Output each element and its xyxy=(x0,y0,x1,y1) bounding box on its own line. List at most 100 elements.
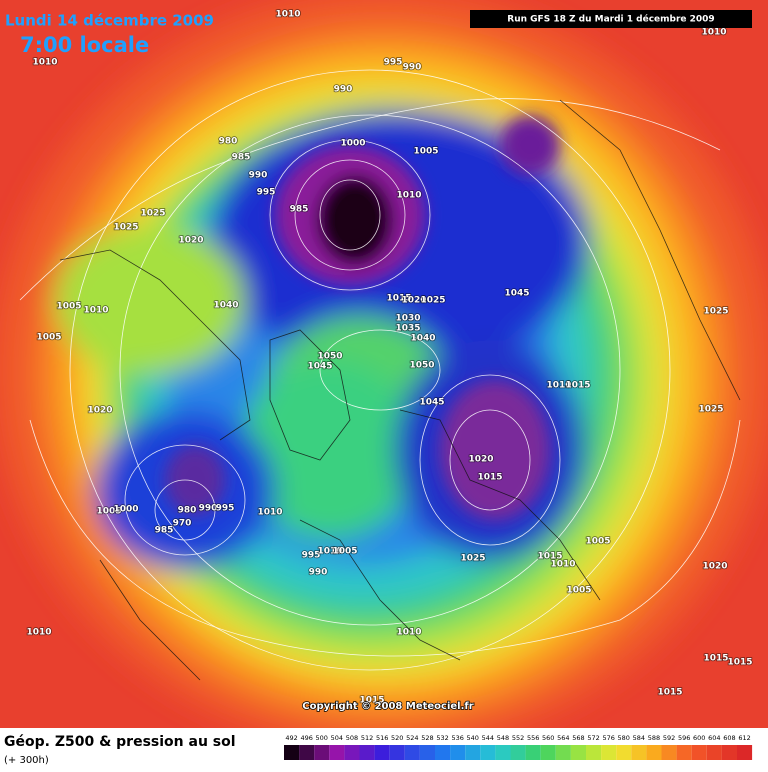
scale-swatch xyxy=(661,745,677,760)
z500-field xyxy=(0,0,768,750)
isobar-label: 1050 xyxy=(409,361,434,371)
scale-swatch xyxy=(570,745,586,760)
scale-label: 520 xyxy=(391,734,403,742)
scale-label: 532 xyxy=(436,734,448,742)
scale-swatch xyxy=(435,745,451,760)
scale-swatch xyxy=(706,745,722,760)
isobar-label: 1040 xyxy=(410,334,435,344)
isobar-label: 1010 xyxy=(257,508,282,518)
scale-label: 592 xyxy=(663,734,675,742)
scale-label: 504 xyxy=(331,734,343,742)
run-info: Run GFS 18 Z du Mardi 1 décembre 2009 xyxy=(507,14,714,25)
isobar-label: 1045 xyxy=(504,289,529,299)
isobar-label: 985 xyxy=(155,526,174,536)
scale-swatch xyxy=(359,745,375,760)
forecast-time: 7:00 locale xyxy=(20,33,149,57)
isobar-label: 1015 xyxy=(657,688,682,698)
scale-swatch xyxy=(465,745,481,760)
scale-swatch xyxy=(314,745,330,760)
scale-label: 588 xyxy=(648,734,660,742)
isobar-label: 1025 xyxy=(420,296,445,306)
isobar-label: 1015 xyxy=(537,552,562,562)
isobar-label: 1045 xyxy=(307,362,332,372)
scale-label: 612 xyxy=(738,734,750,742)
scale-swatch xyxy=(737,745,753,760)
isobar-label: 980 xyxy=(219,137,238,147)
scale-swatch xyxy=(616,745,632,760)
isobar-label: 1015 xyxy=(727,658,752,668)
isobar-label: 1010 xyxy=(396,628,421,638)
scale-swatch xyxy=(299,745,315,760)
scale-swatch xyxy=(646,745,662,760)
color-scale: 492 496 500 504 508 512 516 520 524 528 532 536 540 5… xyxy=(284,734,753,760)
scale-swatch xyxy=(495,745,511,760)
isobar-label: 1005 xyxy=(36,333,61,343)
scale-label: 496 xyxy=(300,734,312,742)
isobar-label: 990 xyxy=(334,85,353,95)
scale-swatch xyxy=(374,745,390,760)
isobar-label: 1010 xyxy=(26,628,51,638)
isobar-label: 1020 xyxy=(87,406,112,416)
scale-label: 500 xyxy=(316,734,328,742)
isobar-label: 1015 xyxy=(477,473,502,483)
isobar-label: 1025 xyxy=(698,405,723,415)
scale-swatch xyxy=(525,745,541,760)
isobar-label: 990 xyxy=(249,171,268,181)
isobar-label: 1010 xyxy=(32,58,57,68)
scale-label: 608 xyxy=(723,734,735,742)
scale-label: 540 xyxy=(467,734,479,742)
isobar-label: 1010 xyxy=(546,381,571,391)
scale-label: 596 xyxy=(678,734,690,742)
scale-swatch xyxy=(721,745,737,760)
isobar-label: 1015 xyxy=(703,654,728,664)
scale-swatch xyxy=(419,745,435,760)
isobar-label: 1010 xyxy=(396,191,421,201)
isobar-label: 1030 xyxy=(395,314,420,324)
isobar-label: 985 xyxy=(232,153,251,163)
scale-label: 508 xyxy=(346,734,358,742)
scale-swatch xyxy=(510,745,526,760)
scale-label: 580 xyxy=(618,734,630,742)
isobar-label: 995 xyxy=(257,188,276,198)
isobar-label: 980 xyxy=(178,506,197,516)
isobar-label: 970 xyxy=(173,519,192,529)
isobar-label: 1020 xyxy=(401,296,426,306)
scale-swatch xyxy=(601,745,617,760)
isobar-label: 1010 xyxy=(83,306,108,316)
isobar-label: 1005 xyxy=(566,586,591,596)
scale-label: 544 xyxy=(482,734,494,742)
scale-label: 572 xyxy=(587,734,599,742)
scale-label: 600 xyxy=(693,734,705,742)
isobar-label: 1035 xyxy=(395,324,420,334)
footer-title: Géop. Z500 & pression au sol xyxy=(4,734,236,750)
isobar-label: 1020 xyxy=(178,236,203,246)
isobar-label: 1025 xyxy=(460,554,485,564)
isobar-label: 1040 xyxy=(213,301,238,311)
scale-swatch xyxy=(329,745,345,760)
scale-swatch xyxy=(586,745,602,760)
isobar-label: 1050 xyxy=(317,352,342,362)
scale-label: 492 xyxy=(285,734,297,742)
isobar-label: 1000 xyxy=(340,139,365,149)
run-box xyxy=(470,10,752,28)
isobar-label: 1025 xyxy=(703,307,728,317)
isobar-label: 1005 xyxy=(332,547,357,557)
isobar-label: 990 xyxy=(403,63,422,73)
scale-swatch xyxy=(389,745,405,760)
scale-label: 536 xyxy=(451,734,463,742)
scale-label: 516 xyxy=(376,734,388,742)
scale-label: 560 xyxy=(542,734,554,742)
isobar-label: 1010 xyxy=(701,28,726,38)
isobar-label: 995 xyxy=(384,58,403,68)
scale-label: 524 xyxy=(406,734,418,742)
scale-label: 528 xyxy=(421,734,433,742)
isobar-label: 1015 xyxy=(359,696,384,706)
isobar-label: 995 xyxy=(302,551,321,561)
scale-swatch xyxy=(540,745,556,760)
scale-label: 548 xyxy=(497,734,509,742)
scale-label: 512 xyxy=(361,734,373,742)
isobar-label: 1020 xyxy=(702,562,727,572)
isobar-label: 1020 xyxy=(468,455,493,465)
footer-horizon: (+ 300h) xyxy=(4,755,49,766)
scale-swatch xyxy=(555,745,571,760)
